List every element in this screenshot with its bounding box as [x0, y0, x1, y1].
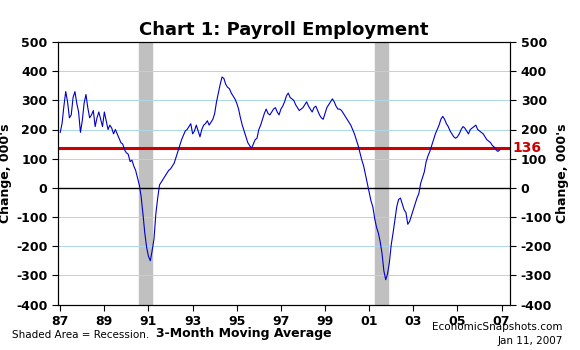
- Text: 136: 136: [512, 141, 541, 155]
- Text: EconomicSnapshots.com: EconomicSnapshots.com: [432, 322, 563, 332]
- Text: 3-Month Moving Average: 3-Month Moving Average: [156, 327, 331, 340]
- Y-axis label: Change, 000's: Change, 000's: [0, 124, 12, 223]
- Bar: [139, 42, 152, 304]
- Title: Chart 1: Payroll Employment: Chart 1: Payroll Employment: [139, 21, 429, 39]
- Y-axis label: Change, 000's: Change, 000's: [556, 124, 570, 223]
- Bar: [375, 42, 387, 304]
- Text: Jan 11, 2007: Jan 11, 2007: [497, 336, 563, 346]
- Text: Shaded Area = Recession.: Shaded Area = Recession.: [12, 329, 149, 340]
